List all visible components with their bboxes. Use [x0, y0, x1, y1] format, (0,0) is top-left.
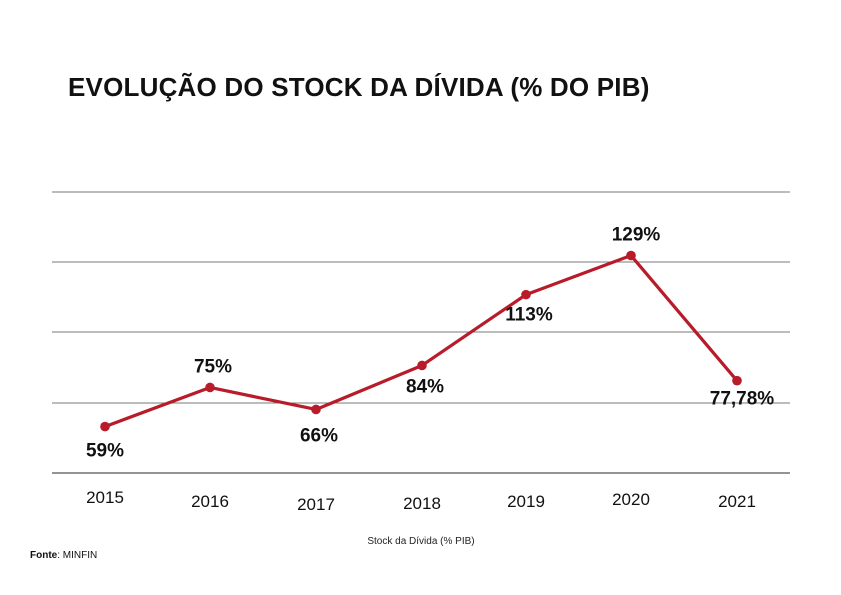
data-point: [100, 421, 110, 432]
data-point: [626, 250, 636, 261]
source-note: Fonte: MINFIN: [30, 550, 97, 561]
data-label: 77,78%: [710, 389, 775, 410]
data-points: [100, 250, 742, 432]
series-line-group: [104, 253, 739, 429]
x-tick-label: 2018: [403, 494, 441, 513]
data-labels: 59% 75% 66% 84% 113% 129% 77,78%: [86, 225, 774, 462]
source-separator: :: [57, 550, 63, 561]
data-label: 75%: [194, 356, 232, 377]
source-label: Fonte: [30, 550, 58, 561]
source-value: MINFIN: [62, 550, 98, 561]
data-point: [417, 360, 427, 371]
chart-title: EVOLUÇÃO DO STOCK DA DÍVIDA (% DO PIB): [68, 72, 650, 102]
x-tick-label: 2016: [191, 492, 229, 511]
x-tick-label: 2019: [507, 492, 545, 511]
x-axis-label: Stock da Dívida (% PIB): [367, 536, 474, 547]
data-point: [205, 382, 215, 393]
x-tick-label: 2015: [86, 488, 124, 507]
x-tick-label: 2020: [612, 490, 650, 509]
data-label: 113%: [505, 305, 553, 326]
data-point: [521, 289, 531, 300]
data-label: 66%: [300, 425, 338, 446]
data-label: 59%: [86, 441, 124, 462]
data-label: 84%: [406, 376, 444, 397]
data-point: [732, 375, 742, 386]
gridlines: [52, 191, 790, 474]
series-line: [104, 253, 739, 429]
data-point: [311, 404, 321, 415]
x-tick-labels: 2015 2016 2017 2018 2019 2020 2021: [86, 488, 756, 514]
x-tick-label: 2021: [718, 492, 756, 511]
x-tick-label: 2017: [297, 495, 335, 514]
data-label: 129%: [612, 225, 661, 246]
